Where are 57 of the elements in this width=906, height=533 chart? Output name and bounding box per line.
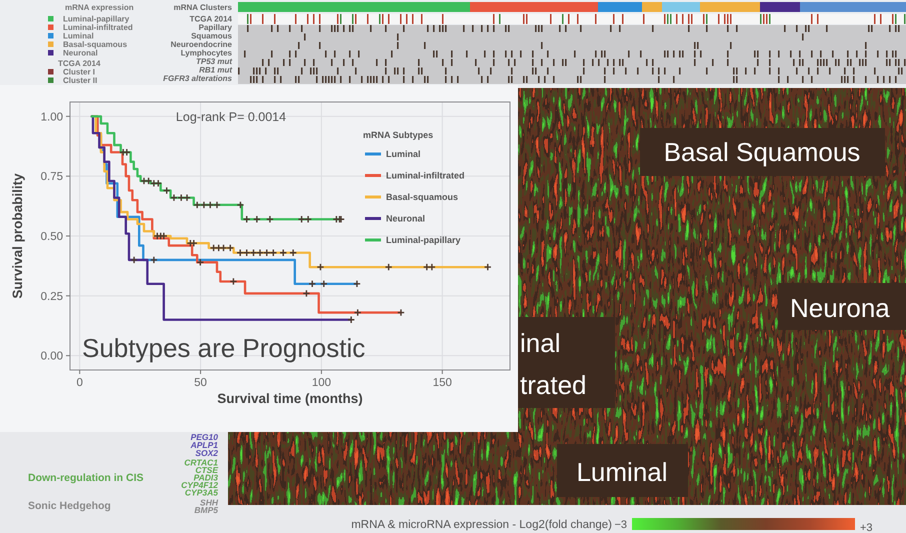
x-tick-label: 0 <box>76 377 83 389</box>
text: SHH <box>200 498 219 508</box>
text: Luminal <box>576 457 668 487</box>
text: TP53 mut <box>196 57 232 66</box>
text: Sonic Hedgehog <box>28 500 111 512</box>
y-tick-label: 0.25 <box>40 290 63 303</box>
text: TCGA 2014 <box>190 14 233 24</box>
text: BMP5 <box>194 505 218 515</box>
text: PEG10 <box>190 432 218 442</box>
x-tick-label: 150 <box>432 377 452 389</box>
text: Neuroendocrine <box>170 40 233 49</box>
text: APLP1 <box>190 440 218 450</box>
legend-label: Basal-squamous <box>386 192 458 202</box>
text: mRNA expression <box>65 3 134 12</box>
annotation: Log-rank P= 0.0014 <box>176 110 286 124</box>
legend-label: Luminal <box>386 149 421 159</box>
x-axis-title: Survival time (months) <box>217 391 363 406</box>
legend-label: Luminal-papillary <box>386 235 461 245</box>
text: Cluster I <box>63 68 96 76</box>
text: mRNA Clusters <box>174 3 233 12</box>
legend-title: mRNA Subtypes <box>363 130 434 140</box>
text: mRNA & microRNA expression - Log2(fold change) <box>351 519 612 531</box>
text: −3 <box>614 519 627 531</box>
text: Neuronal <box>63 48 98 58</box>
legend-label: Luminal-infiltrated <box>386 170 464 180</box>
text: Squamous <box>191 32 233 40</box>
text: Basal Squamous <box>664 137 860 167</box>
y-tick-label: 0.50 <box>40 231 63 243</box>
y-tick-label: 0.00 <box>40 350 63 363</box>
text: CTSE <box>195 465 218 475</box>
text: SOX2 <box>195 448 218 458</box>
text: CYP4F12 <box>181 480 218 490</box>
x-tick-label: 50 <box>194 377 207 389</box>
text: Luminal-papillary <box>63 14 130 24</box>
text: Down-regulation in CIS <box>28 472 144 484</box>
text: Basal-squamous <box>63 40 128 49</box>
text: inal <box>520 328 560 358</box>
text: Papillary <box>198 23 233 32</box>
y-tick-label: 1.00 <box>40 111 63 124</box>
text: Neurona <box>790 293 890 323</box>
y-tick-label: 0.75 <box>40 171 63 184</box>
text: CRTAC1 <box>184 458 218 468</box>
text: trated <box>520 370 586 400</box>
x-tick-label: 100 <box>312 377 332 389</box>
text: TCGA 2014 <box>58 59 101 68</box>
text: CYP3A5 <box>184 488 218 498</box>
legend-label: Neuronal <box>386 214 426 224</box>
text: Luminal <box>63 32 94 40</box>
text: Luminal-infiltrated <box>63 23 133 32</box>
text: Lymphocytes <box>180 48 233 58</box>
text: Cluster II <box>63 76 98 85</box>
text: +3 <box>860 522 873 533</box>
y-axis-title: Survival probability <box>10 172 25 299</box>
annotation: Subtypes are Prognostic <box>82 333 366 363</box>
text: PADI3 <box>194 472 218 482</box>
text: FGFR3 alterations <box>163 74 233 83</box>
text: RB1 mut <box>199 66 232 74</box>
